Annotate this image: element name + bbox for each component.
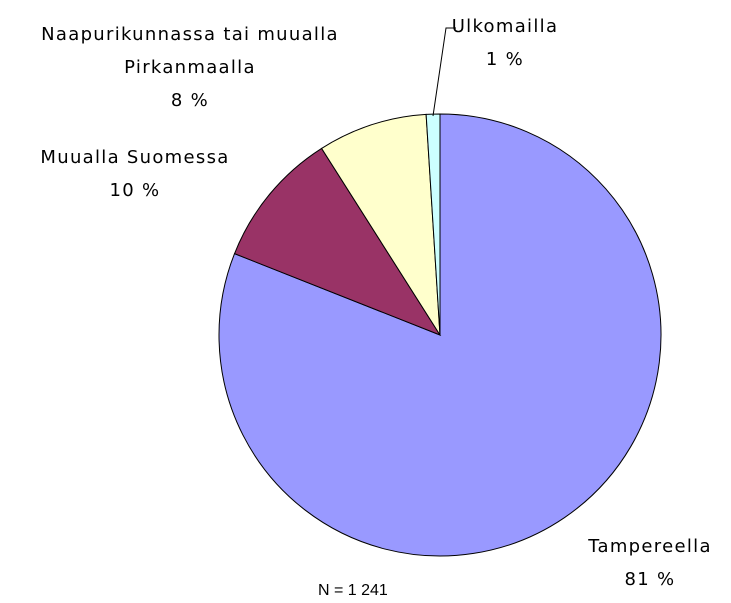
slice-value-label: 10 %	[109, 180, 161, 201]
pie-slice	[320, 113, 441, 336]
slice-label: Naapurikunnassa tai muualla Pirkanmaalla	[41, 24, 339, 78]
slice-value-label: 81 %	[624, 569, 676, 590]
leader-line	[432, 27, 456, 117]
pie-slice	[233, 147, 442, 337]
slice-label: Ulkomailla	[451, 16, 559, 37]
slice-label: Tampereella	[588, 536, 712, 557]
slice-value-label: 1 %	[485, 49, 525, 70]
slice-value-label: 8 %	[170, 90, 210, 111]
sample-size: N = 1 241	[318, 582, 388, 599]
slice-label: Muualla Suomessa	[40, 147, 230, 168]
